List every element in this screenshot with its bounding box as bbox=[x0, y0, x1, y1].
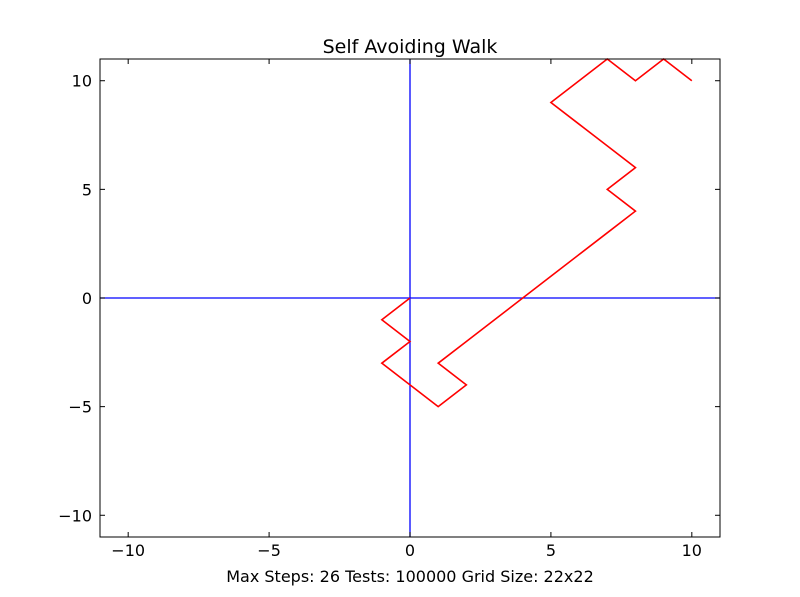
chart-title: Self Avoiding Walk bbox=[323, 36, 498, 58]
walk-path-series-0 bbox=[380, 57, 693, 408]
x-tick-label: 0 bbox=[405, 541, 415, 560]
y-tick-label: 0 bbox=[82, 289, 92, 308]
y-tick-label: 5 bbox=[82, 180, 92, 199]
y-tick-label: −10 bbox=[58, 506, 92, 525]
plot-area: −10 −5 0 5 10 −10 −5 0 5 10 bbox=[58, 57, 721, 560]
x-tick-label: 10 bbox=[682, 541, 702, 560]
y-tick-label: −5 bbox=[68, 398, 92, 417]
y-tick-label: 10 bbox=[72, 72, 92, 91]
x-tick-label: −10 bbox=[111, 541, 145, 560]
x-tick-label: −5 bbox=[257, 541, 281, 560]
x-axis-label: Max Steps: 26 Tests: 100000 Grid Size: 2… bbox=[226, 567, 594, 586]
x-tick-label: 5 bbox=[546, 541, 556, 560]
